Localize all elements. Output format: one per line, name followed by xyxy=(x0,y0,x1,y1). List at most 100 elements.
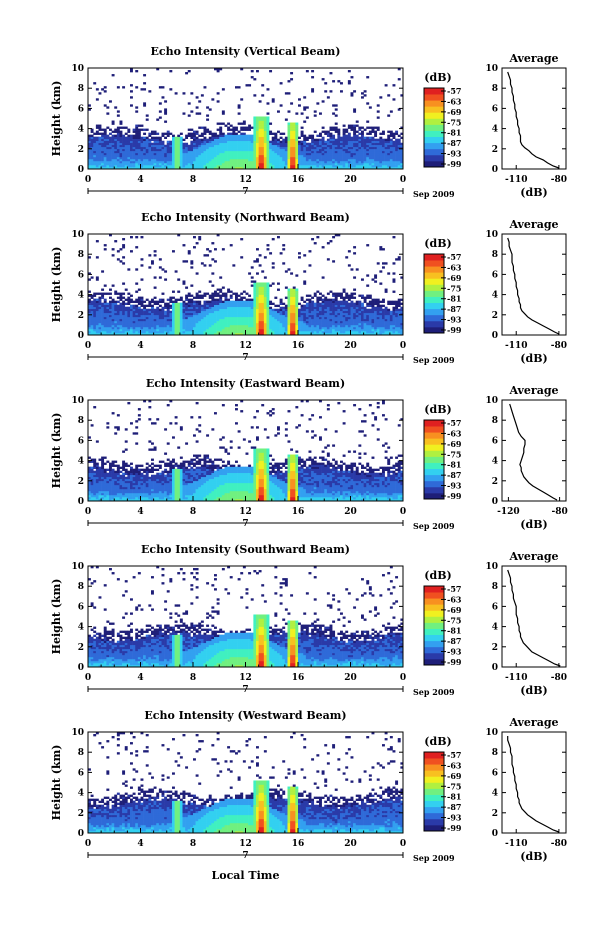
panel-3: Echo Intensity (Southward Beam)0246810He… xyxy=(50,543,567,697)
colorbar-swatch xyxy=(424,112,444,118)
colorbar-swatch xyxy=(424,426,444,432)
colorbar-swatch xyxy=(424,297,444,303)
colorbar-tick-label: -69 xyxy=(447,439,462,449)
y-tick-label: 6 xyxy=(78,104,84,114)
panel-4: Echo Intensity (Westward Beam)0246810Hei… xyxy=(50,709,567,863)
profile-y-tick-label: 10 xyxy=(485,230,498,240)
date-label: Sep 2009 xyxy=(413,521,455,531)
x-tick-label: 16 xyxy=(292,175,305,185)
colorbar-tick-label: -87 xyxy=(447,470,461,480)
colorbar-tick-label: -57 xyxy=(447,750,461,760)
colorbar-swatch xyxy=(424,801,444,807)
colorbar-swatch xyxy=(424,647,444,653)
y-axis-label: Height (km) xyxy=(50,247,63,323)
colorbar-tick-label: -87 xyxy=(447,636,461,646)
colorbar-swatch xyxy=(424,616,444,622)
profile-x-tick-label: -80 xyxy=(551,507,567,517)
colorbar-tick-label: -93 xyxy=(447,647,462,657)
y-tick-label: 4 xyxy=(78,623,84,633)
date-label: Sep 2009 xyxy=(413,355,455,365)
y-tick-label: 10 xyxy=(71,230,84,240)
y-tick-label: 6 xyxy=(78,270,84,280)
colorbar-unit: (dB) xyxy=(424,403,451,416)
x-tick-label: 8 xyxy=(190,175,196,185)
y-tick-label: 2 xyxy=(78,643,84,653)
colorbar-tick-label: -75 xyxy=(447,781,461,791)
colorbar-swatch xyxy=(424,137,444,143)
colorbar-tick-label: -81 xyxy=(447,626,461,636)
colorbar-tick-label: -57 xyxy=(447,418,461,428)
profile-y-tick-label: 0 xyxy=(492,497,498,507)
profile-line xyxy=(508,72,559,168)
panel-0: Echo Intensity (Vertical Beam)0246810Hei… xyxy=(50,45,567,199)
colorbar-tick-label: -69 xyxy=(447,273,462,283)
colorbar-tick-label: -87 xyxy=(447,304,461,314)
x-tick-label: 0 xyxy=(400,341,406,351)
y-tick-label: 4 xyxy=(78,457,84,467)
colorbar-swatch xyxy=(424,284,444,290)
colorbar-tick-label: -99 xyxy=(447,325,462,335)
profile-frame xyxy=(502,68,566,169)
panel-title: Echo Intensity (Eastward Beam) xyxy=(146,377,345,390)
x-tick-label: 20 xyxy=(344,673,357,683)
colorbar-swatch xyxy=(424,309,444,315)
profile-line xyxy=(510,404,557,500)
colorbar-tick-label: -57 xyxy=(447,86,461,96)
y-tick-label: 8 xyxy=(78,416,84,426)
y-tick-label: 2 xyxy=(78,477,84,487)
colorbar-swatch xyxy=(424,610,444,616)
colorbar-tick-label: -57 xyxy=(447,584,461,594)
colorbar-swatch xyxy=(424,321,444,327)
profile-x-tick-label: -110 xyxy=(505,341,528,351)
colorbar-swatch xyxy=(424,629,444,635)
x-tick-label: 8 xyxy=(190,507,196,517)
profile-y-tick-label: 8 xyxy=(492,748,498,758)
colorbar-swatch xyxy=(424,788,444,794)
colorbar-swatch xyxy=(424,456,444,462)
profile-title: Average xyxy=(508,52,558,65)
profile-frame xyxy=(502,400,566,501)
profile-x-label: (dB) xyxy=(520,684,547,697)
panel-title: Echo Intensity (Westward Beam) xyxy=(144,709,346,722)
colorbar-swatch xyxy=(424,444,444,450)
colorbar-tick-label: -81 xyxy=(447,792,461,802)
date-marker: 7 xyxy=(242,851,248,861)
colorbar-swatch xyxy=(424,143,444,149)
profile-y-tick-label: 6 xyxy=(492,104,498,114)
colorbar-swatch xyxy=(424,819,444,825)
colorbar-swatch xyxy=(424,635,444,641)
profile-x-label: (dB) xyxy=(520,850,547,863)
profile-y-tick-label: 8 xyxy=(492,416,498,426)
colorbar-swatch xyxy=(424,450,444,456)
colorbar-swatch xyxy=(424,813,444,819)
profile-x-tick-label: -120 xyxy=(497,507,520,517)
profile-line xyxy=(508,238,559,334)
colorbar-swatch xyxy=(424,475,444,481)
x-tick-label: 0 xyxy=(85,341,91,351)
colorbar-tick-label: -99 xyxy=(447,491,462,501)
profile-frame xyxy=(502,732,566,833)
colorbar-tick-label: -81 xyxy=(447,460,461,470)
profile-y-tick-label: 8 xyxy=(492,84,498,94)
profile-x-label: (dB) xyxy=(520,186,547,199)
y-tick-label: 4 xyxy=(78,789,84,799)
colorbar-swatch xyxy=(424,118,444,124)
profile-title: Average xyxy=(508,550,558,563)
colorbar-tick-label: -69 xyxy=(447,605,462,615)
x-tick-label: 8 xyxy=(190,341,196,351)
date-marker: 7 xyxy=(242,353,248,363)
x-tick-label: 12 xyxy=(239,673,252,683)
profile-y-tick-label: 10 xyxy=(485,396,498,406)
y-tick-label: 10 xyxy=(71,396,84,406)
profile-y-tick-label: 6 xyxy=(492,602,498,612)
profile-x-tick-label: -80 xyxy=(551,673,567,683)
x-tick-label: 12 xyxy=(239,507,252,517)
y-tick-label: 0 xyxy=(78,331,84,341)
profile-y-tick-label: 10 xyxy=(485,728,498,738)
y-axis-label: Height (km) xyxy=(50,81,63,157)
y-axis-label: Height (km) xyxy=(50,745,63,821)
colorbar-swatch xyxy=(424,149,444,155)
profile-y-tick-label: 2 xyxy=(492,643,498,653)
